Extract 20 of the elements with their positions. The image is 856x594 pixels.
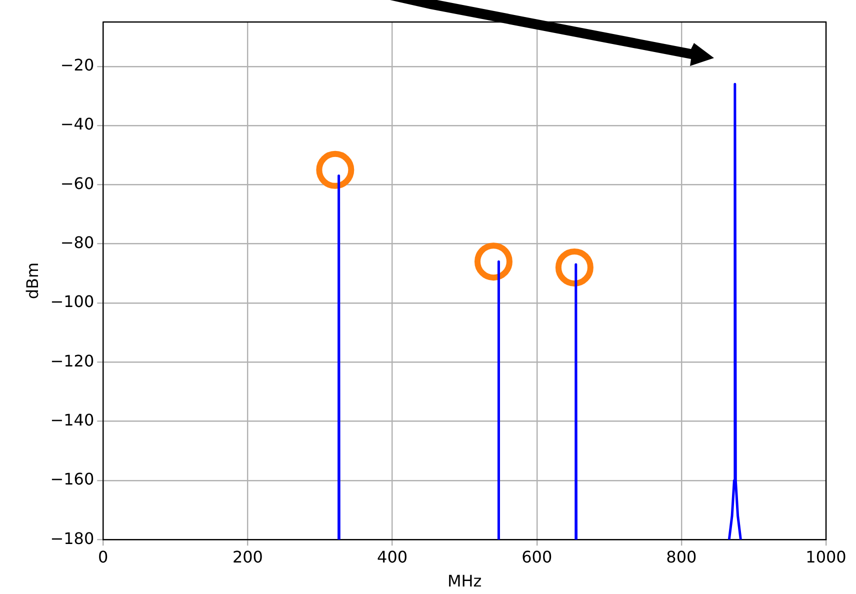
point xyxy=(555,248,594,286)
x-tick-label: 0 xyxy=(98,547,108,566)
y-tick-label: −180 xyxy=(50,528,94,548)
y-tick-label: −80 xyxy=(60,232,94,252)
x-tick-label: 1000 xyxy=(806,547,846,566)
y-tick-label: −60 xyxy=(60,174,94,193)
y-tick-label: −140 xyxy=(50,410,94,430)
point xyxy=(474,242,512,281)
x-tick-label: 600 xyxy=(522,547,552,566)
y-axis-title: dBm xyxy=(22,262,42,300)
y-tick-label: −160 xyxy=(50,470,94,489)
y-tick-label: −20 xyxy=(60,56,94,75)
point xyxy=(316,150,354,189)
x-tick-label: 800 xyxy=(666,547,697,566)
y-tick-label: −120 xyxy=(50,351,94,370)
y-tick-label: −40 xyxy=(60,114,94,134)
x-tick-label: 400 xyxy=(377,547,408,566)
y-tick-label: −100 xyxy=(50,292,94,312)
x-tick-label: 200 xyxy=(232,547,263,566)
x-axis-title: MHz xyxy=(447,572,482,591)
